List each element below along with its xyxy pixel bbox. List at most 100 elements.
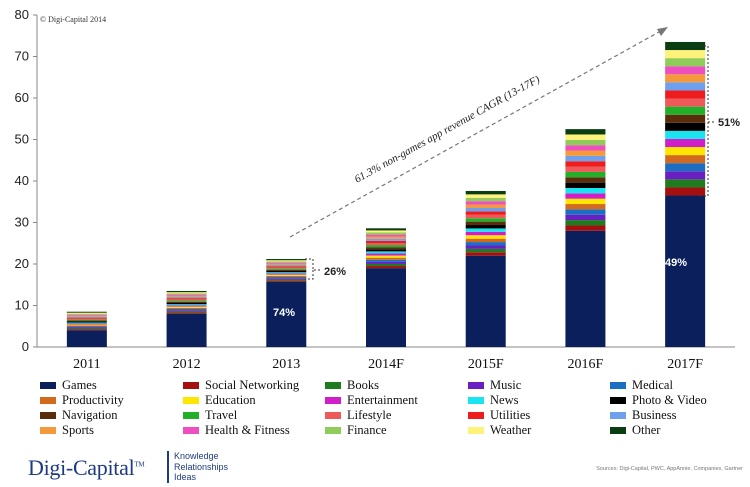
bar-segment-productivity <box>166 307 207 309</box>
bar-segment-sports <box>465 204 506 208</box>
bar-segment-photo-video <box>266 271 307 273</box>
bar-segment-sports <box>665 74 706 83</box>
tagline-line: Knowledge <box>174 451 219 461</box>
brand-name: Digi-Capital <box>28 455 135 480</box>
bar-segment-other <box>665 41 706 51</box>
copyright-label: © Digi-Capital 2014 <box>40 15 106 24</box>
axis-layer: 0 10 20 30 40 50 60 70 80 2011 2012 2013 2014F 2015F 2… <box>15 7 735 372</box>
bar-segment-education <box>366 255 406 258</box>
bar-segment-weather <box>465 194 506 198</box>
legend-label: Weather <box>490 422 532 437</box>
legend-label: Photo & Video <box>632 392 707 407</box>
bar-segment-business <box>366 238 406 241</box>
bar-segment-news <box>66 322 107 324</box>
bar-segment-music <box>66 327 107 329</box>
legend-swatch <box>468 396 484 404</box>
legend-item: Travel <box>183 408 325 422</box>
legend-swatch <box>610 426 626 434</box>
legend-item: Lifestyle <box>325 408 468 422</box>
non-games-share-2017: 51% <box>718 117 740 129</box>
bar-segment-travel <box>266 268 307 270</box>
bar-segment-education <box>465 235 506 239</box>
bar-segment-music <box>465 245 506 249</box>
bar-segment-medical <box>266 277 307 279</box>
bar-segment-news <box>665 130 706 139</box>
bar-segment-travel <box>66 319 107 321</box>
y-tick-label: 70 <box>15 49 29 64</box>
x-category-label: 2013 <box>272 357 300 372</box>
footer: Digi-CapitalTM Knowledge Relationships I… <box>28 451 743 483</box>
bar-segment-productivity <box>366 257 406 260</box>
bar-segment-news <box>366 251 406 254</box>
bar-segment-medical <box>565 209 606 215</box>
legend-swatch <box>325 411 341 419</box>
bar-segment-travel <box>166 300 207 302</box>
games-share-2013: 74% <box>273 307 295 319</box>
y-tick-label: 30 <box>15 215 29 230</box>
bar-segment-weather <box>166 292 207 294</box>
legend-label: Social Networking <box>205 377 300 392</box>
bar-segment-photo-video <box>465 225 506 229</box>
bar-segment-utilities <box>166 298 207 300</box>
bar-segment-medical <box>665 163 706 172</box>
bar-segment-weather <box>366 230 406 233</box>
bar-segment-games <box>565 230 606 347</box>
legend-label: Business <box>632 407 677 422</box>
bar-segment-games <box>266 281 307 347</box>
x-category-label: 2016F <box>568 357 604 372</box>
bar-segment-finance <box>266 261 307 263</box>
legend-label: Productivity <box>62 392 124 407</box>
bar-segment-games <box>465 255 506 347</box>
bar-segment-sports <box>266 263 307 266</box>
bar-segment-weather <box>266 260 307 262</box>
bar-segment-social-networking <box>166 312 207 314</box>
bar-segment-music <box>266 278 307 280</box>
legend-swatch <box>40 411 56 419</box>
bar-segment-entertainment <box>366 253 406 256</box>
legend-item: Business <box>610 408 745 422</box>
bar-segment-lifestyle <box>665 98 706 107</box>
cagr-trend-arrow <box>289 26 669 238</box>
bar-segment-books <box>366 263 406 267</box>
bar-segment-business <box>565 155 606 162</box>
bar-segment-books <box>665 179 706 188</box>
bar-segment-navigation <box>465 221 506 226</box>
bar-segment-other <box>565 129 606 135</box>
bar-segment-navigation <box>66 320 107 322</box>
bar-segment-navigation <box>166 301 207 303</box>
bar-segment-music <box>366 261 406 264</box>
trademark: TM <box>134 460 145 469</box>
bar-segment-social-networking <box>366 266 406 269</box>
bar-segment-navigation <box>665 114 706 123</box>
legend-swatch <box>40 426 56 434</box>
bar-segment-social-networking <box>665 187 706 196</box>
bar-segment-health-fitness <box>565 145 606 151</box>
brand-divider <box>167 451 169 483</box>
bar-segment-travel <box>665 106 706 115</box>
legend-swatch <box>183 411 199 419</box>
bar-segment-games <box>66 330 107 347</box>
bar-segment-music <box>665 171 706 180</box>
bar-segment-education <box>166 306 207 308</box>
bar-segment-photo-video <box>166 302 207 305</box>
legend-item: Education <box>183 393 325 407</box>
chart-legend: Games Social Networking Books Music Medical P… <box>40 378 745 437</box>
x-category-label: 2011 <box>73 357 100 372</box>
bar-segment-lifestyle <box>266 267 307 269</box>
bar-segment-games <box>366 268 406 347</box>
bar-segment-other <box>266 259 307 261</box>
sources-note: Sources: Digi-Capital, PWC, AppAnnie, Co… <box>596 466 743 472</box>
legend-item: Utilities <box>468 408 610 422</box>
revenue-chart: © Digi-Capital 2014 0 10 20 30 40 50 60 70 80 201… <box>15 7 741 372</box>
legend-item: Games <box>40 378 183 392</box>
bar-segment-finance <box>166 293 207 295</box>
bar-segment-business <box>665 82 706 91</box>
legend-item: Navigation <box>40 408 183 422</box>
legend-swatch <box>40 396 56 404</box>
bracket-2013 <box>305 258 320 280</box>
legend-swatch <box>183 426 199 434</box>
legend-swatch <box>40 381 56 389</box>
bar-segment-medical <box>66 326 107 328</box>
bar-segment-navigation <box>565 177 606 183</box>
legend-label: Travel <box>205 407 238 422</box>
